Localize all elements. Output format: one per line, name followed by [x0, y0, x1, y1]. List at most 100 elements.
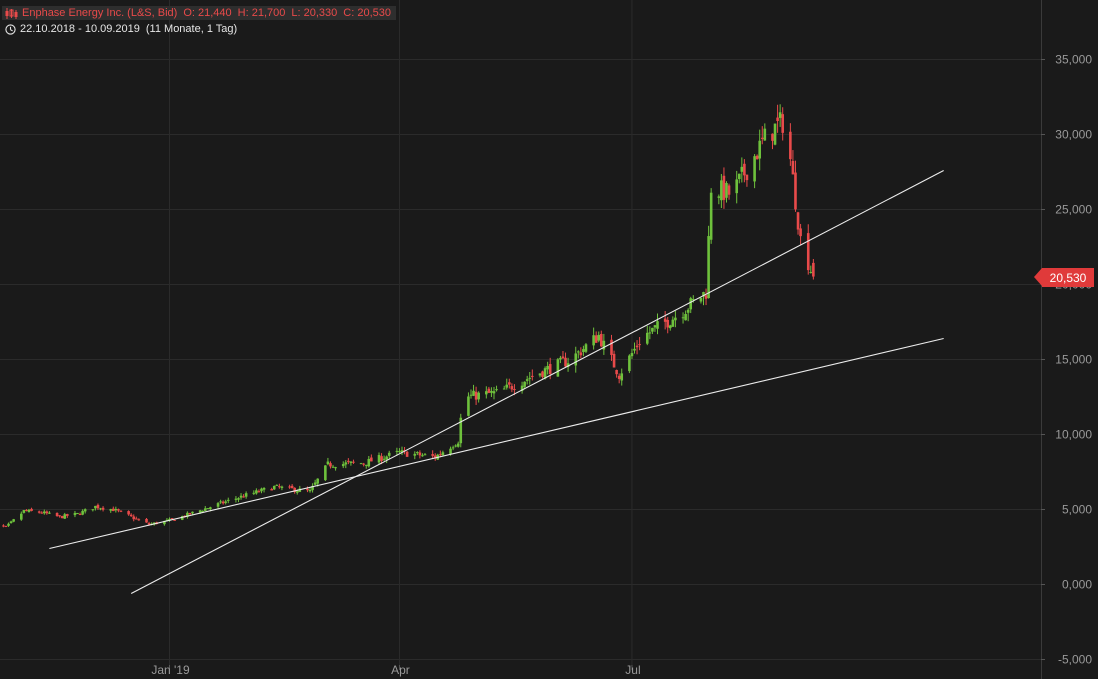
candle [760, 126, 764, 145]
candle [119, 510, 123, 513]
candle [668, 324, 672, 331]
candle-body [418, 452, 422, 456]
candle-body [755, 155, 759, 160]
candle-body [490, 390, 493, 393]
candle [173, 519, 176, 521]
candle [99, 507, 102, 511]
candle-body [132, 516, 136, 520]
candle-body [599, 333, 603, 347]
candle-body [27, 509, 31, 512]
candle [707, 225, 710, 299]
x-tick-label: Apr [391, 663, 410, 677]
candle [541, 370, 544, 379]
candle [40, 511, 44, 514]
candle [666, 316, 670, 334]
candle-body [25, 510, 28, 512]
candle [584, 342, 588, 354]
period-detail: (11 Monate, 1 Tag) [145, 23, 238, 35]
candle [55, 512, 59, 517]
candlestick-icon[interactable] [5, 7, 18, 19]
candle-body [66, 514, 69, 516]
candle [76, 512, 79, 514]
candle-body [186, 512, 189, 517]
candle-body [290, 485, 294, 489]
candle-body [209, 507, 212, 510]
candle-body [735, 179, 739, 194]
x-tick-label: Jan '19 [151, 663, 190, 677]
candle [467, 392, 470, 417]
candle-body [380, 456, 383, 462]
candle-body [370, 457, 373, 462]
candle [740, 157, 744, 183]
candle-body [288, 486, 291, 488]
candle [431, 450, 434, 459]
candle-body [22, 510, 26, 513]
candle [635, 340, 639, 355]
candle-body [311, 485, 314, 491]
candle [127, 510, 130, 516]
candle [359, 462, 363, 465]
candle [582, 345, 585, 357]
candle-body [275, 484, 279, 486]
candle [674, 310, 677, 328]
candle-body [523, 381, 526, 387]
candle-body [94, 505, 97, 509]
candle [745, 174, 749, 187]
candle [347, 458, 350, 465]
candle [224, 499, 228, 505]
candle-body [203, 508, 207, 511]
clock-icon[interactable] [5, 23, 16, 35]
candle-body [508, 382, 511, 385]
candle [37, 510, 41, 514]
candle [559, 355, 562, 364]
candle [400, 446, 404, 456]
candle [81, 509, 84, 516]
candle-body [43, 511, 46, 514]
candle-body [109, 509, 113, 511]
candle-body [561, 356, 565, 359]
candle [528, 371, 532, 385]
candle [244, 491, 248, 499]
candle [7, 522, 10, 527]
low-label: L: 20,330 [291, 7, 338, 19]
candle-body [502, 388, 506, 390]
candle-body [244, 493, 248, 497]
candle-body [645, 332, 649, 344]
candle-body [663, 318, 667, 322]
candle-body [395, 450, 399, 452]
candle-body [763, 128, 767, 141]
candle [735, 170, 739, 204]
candle-body [234, 498, 238, 500]
candle [145, 518, 148, 523]
candle-body [505, 384, 509, 388]
candle-body [758, 140, 762, 159]
candle [2, 524, 5, 528]
candle-body [638, 344, 641, 346]
candle [564, 352, 567, 368]
candle-body [513, 389, 516, 391]
candle-body [559, 357, 562, 360]
candle [278, 483, 281, 489]
candle [27, 508, 31, 513]
candle [656, 313, 659, 335]
candle-body [63, 514, 67, 519]
candle [58, 515, 61, 518]
candle [778, 104, 782, 127]
candle [743, 159, 746, 183]
candle-body [528, 377, 532, 379]
candle-body [334, 467, 337, 469]
candle-body [377, 455, 381, 463]
period-header: 22.10.2018 - 10.09.2019 (11 Monate, 1 Ta… [2, 22, 246, 36]
candle-body [313, 482, 317, 485]
candle-body [58, 515, 61, 517]
candle-body [556, 359, 560, 377]
candle-body [689, 298, 693, 310]
candle [331, 464, 335, 468]
candle [111, 506, 115, 512]
candle-body [651, 327, 654, 332]
candle-body [387, 452, 391, 456]
candle [477, 391, 480, 403]
trendlines[interactable] [49, 170, 944, 594]
candle [809, 265, 813, 274]
